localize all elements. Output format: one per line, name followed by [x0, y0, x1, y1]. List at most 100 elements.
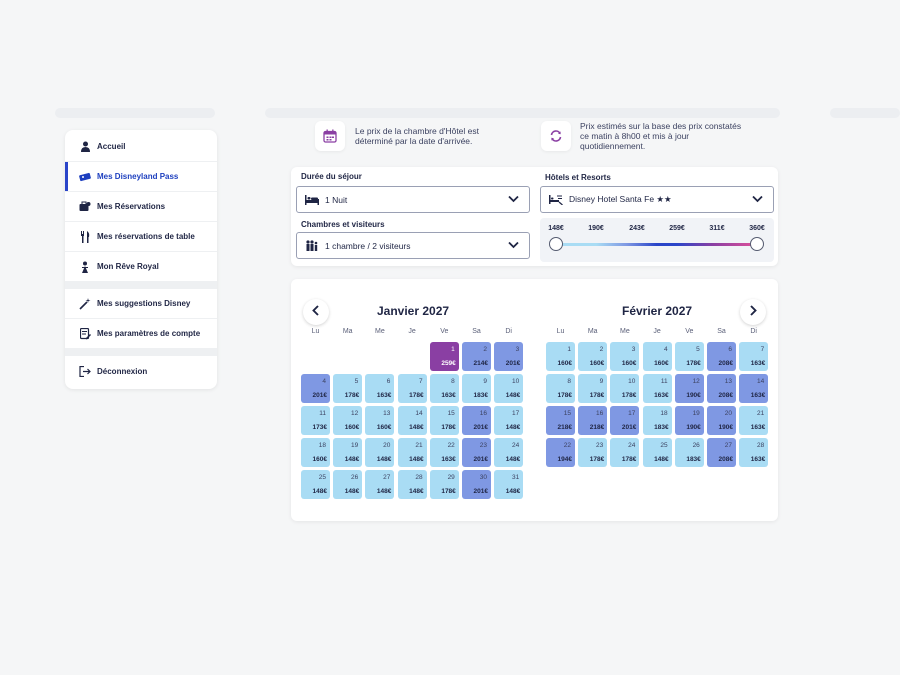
sidebar-item-suggestions[interactable]: Mes suggestions Disney — [65, 289, 217, 319]
calendar-day[interactable]: 21 148€ — [397, 438, 427, 467]
calendar-day[interactable]: 27 148€ — [365, 470, 395, 499]
calendar-day[interactable]: 17 201€ — [610, 406, 640, 435]
info-line: Prix estimés sur la base des prix consta… — [580, 121, 742, 131]
day-number: 30 — [479, 474, 487, 481]
day-price: 201€ — [312, 392, 327, 399]
calendar-day[interactable]: 25 148€ — [301, 470, 330, 499]
calendar-day[interactable]: 24 148€ — [494, 438, 524, 467]
sidebar-item-reve-royal[interactable]: Mon Rêve Royal — [65, 252, 217, 282]
calendar-day[interactable]: 29 178€ — [429, 470, 459, 499]
calendar-day[interactable]: 20 190€ — [707, 406, 736, 435]
calendar-day[interactable]: 11 173€ — [301, 406, 330, 435]
day-price: 148€ — [409, 424, 424, 431]
logout-icon — [79, 365, 91, 377]
previous-month-button[interactable] — [303, 299, 329, 325]
day-price: 148€ — [344, 456, 360, 463]
day-number: 14 — [415, 410, 423, 417]
calendar-day[interactable]: 5 178€ — [333, 374, 363, 403]
weekday-label: Ve — [440, 328, 449, 335]
calendar-day[interactable]: 18 183€ — [642, 406, 672, 435]
rooms-visitors-select[interactable]: 1 chambre / 2 visiteurs — [296, 232, 530, 259]
calendar-day[interactable]: 1 259€ — [429, 342, 459, 371]
calendar-day[interactable]: 15 178€ — [429, 406, 459, 435]
calendar-day[interactable]: 14 163€ — [739, 374, 769, 403]
sidebar-item-account-settings[interactable]: Mes paramètres de compte — [65, 319, 217, 349]
calendar-day[interactable]: 26 183€ — [674, 438, 704, 467]
sidebar-item-disneyland-pass[interactable]: Mes Disneyland Pass — [65, 162, 217, 192]
calendar-day[interactable]: 10 178€ — [610, 374, 640, 403]
calendar-day[interactable]: 5 178€ — [674, 342, 704, 371]
day-number: 19 — [350, 442, 359, 449]
hotel-value: Disney Hotel Santa Fe ★★ — [569, 194, 672, 204]
calendar-day[interactable]: 10 148€ — [494, 374, 524, 403]
calendar-day[interactable]: 16 218€ — [578, 406, 608, 435]
day-price: 148€ — [344, 488, 360, 495]
calendar-day[interactable]: 12 160€ — [333, 406, 363, 435]
calendar-day[interactable]: 16 201€ — [462, 406, 491, 435]
calendar-day[interactable]: 13 160€ — [365, 406, 395, 435]
calendar-day[interactable]: 23 178€ — [578, 438, 608, 467]
calendar-day[interactable]: 2 214€ — [462, 342, 491, 371]
calendar-day[interactable]: 8 178€ — [546, 374, 575, 403]
calendar-day[interactable]: 9 183€ — [462, 374, 491, 403]
sidebar-item-reservations[interactable]: Mes Réservations — [65, 192, 217, 222]
calendar-day[interactable]: 13 208€ — [707, 374, 736, 403]
calendar-day[interactable]: 11 163€ — [642, 374, 672, 403]
price-min-handle[interactable] — [549, 237, 563, 251]
hotels-label: Hôtels et Resorts — [545, 173, 611, 182]
sidebar-item-logout[interactable]: Déconnexion — [65, 356, 217, 386]
calendar-day[interactable]: 22 163€ — [429, 438, 459, 467]
day-number: 16 — [479, 410, 487, 417]
info-line: déterminé par la date d'arrivée. — [355, 136, 473, 146]
day-price: 148€ — [654, 456, 669, 463]
day-price: 163€ — [750, 392, 766, 399]
calendar-day[interactable]: 22 194€ — [546, 438, 575, 467]
calendar-day[interactable]: 3 160€ — [610, 342, 640, 371]
calendar-day[interactable]: 20 148€ — [365, 438, 395, 467]
price-max-handle[interactable] — [750, 237, 764, 251]
hotel-select[interactable]: Disney Hotel Santa Fe ★★ — [540, 186, 774, 213]
sidebar-item-accueil[interactable]: Accueil — [65, 132, 217, 162]
day-number: 21 — [415, 442, 423, 449]
duration-select[interactable]: 1 Nuit — [296, 186, 530, 213]
calendar-day[interactable]: 23 201€ — [462, 438, 491, 467]
calendar-day[interactable]: 21 163€ — [739, 406, 769, 435]
calendar-day[interactable]: 8 163€ — [429, 374, 459, 403]
calendar-day[interactable]: 26 148€ — [333, 470, 363, 499]
calendar-day[interactable]: 4 160€ — [642, 342, 672, 371]
calendar-day[interactable]: 15 218€ — [546, 406, 575, 435]
calendar-day[interactable]: 2 160€ — [578, 342, 608, 371]
calendar-day[interactable]: 6 163€ — [365, 374, 395, 403]
day-price: 163€ — [750, 360, 766, 367]
day-number: 3 — [515, 346, 520, 353]
weekday-label: Ve — [685, 328, 694, 335]
calendar-day[interactable]: 7 163€ — [739, 342, 769, 371]
calendar-day[interactable]: 3 201€ — [494, 342, 524, 371]
day-price: 173€ — [312, 424, 327, 431]
calendar-day[interactable]: 4 201€ — [301, 374, 330, 403]
calendar-day[interactable]: 28 163€ — [739, 438, 769, 467]
calendar-day[interactable]: 12 190€ — [674, 374, 704, 403]
calendar-day[interactable]: 31 148€ — [494, 470, 524, 499]
calendar-day[interactable]: 30 201€ — [462, 470, 491, 499]
sidebar-item-table-reservations[interactable]: Mes réservations de table — [65, 222, 217, 252]
calendar-day[interactable]: 19 190€ — [674, 406, 704, 435]
calendar-day[interactable]: 27 208€ — [707, 438, 736, 467]
sidebar-divider — [65, 282, 217, 289]
calendar-day[interactable]: 17 148€ — [494, 406, 524, 435]
calendar-day[interactable]: 25 148€ — [642, 438, 672, 467]
next-month-button[interactable] — [740, 299, 766, 325]
calendar-day[interactable]: 28 148€ — [397, 470, 427, 499]
day-number: 7 — [760, 346, 765, 353]
calendar-day[interactable]: 9 178€ — [578, 374, 608, 403]
calendar-day[interactable]: 18 160€ — [301, 438, 330, 467]
calendar-day[interactable]: 24 178€ — [610, 438, 640, 467]
price-slider-track[interactable] — [556, 243, 757, 246]
people-icon — [305, 240, 319, 252]
calendar-day[interactable]: 7 178€ — [397, 374, 427, 403]
calendar-day[interactable]: 14 148€ — [397, 406, 427, 435]
calendar-day[interactable]: 6 208€ — [707, 342, 736, 371]
price-range-slider: 148€ 190€ 243€ 259€ 311€ 360€ — [540, 218, 774, 262]
calendar-day[interactable]: 1 160€ — [546, 342, 575, 371]
calendar-day[interactable]: 19 148€ — [333, 438, 363, 467]
